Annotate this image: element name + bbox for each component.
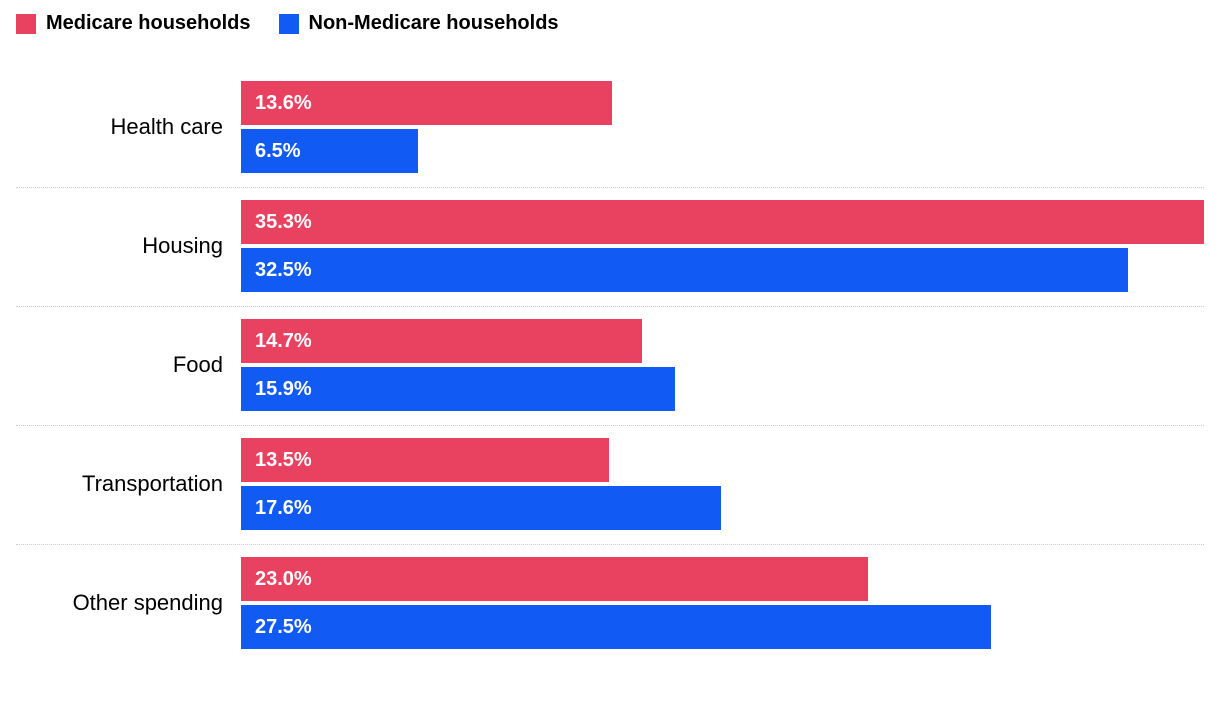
bar-value-label: 27.5% bbox=[255, 616, 312, 639]
bar-non_medicare: 15.9% bbox=[241, 367, 675, 411]
category-label: Transportation bbox=[16, 471, 241, 497]
bar-value-label: 35.3% bbox=[255, 211, 312, 234]
bar-non_medicare: 17.6% bbox=[241, 486, 721, 530]
bar-medicare: 13.5% bbox=[241, 438, 609, 482]
bar-value-label: 6.5% bbox=[255, 140, 301, 163]
spending-bar-chart: Health care 13.6% 6.5% Housing 35.3% 32.5% Foo… bbox=[16, 63, 1204, 663]
category-label: Housing bbox=[16, 233, 241, 259]
category-label: Food bbox=[16, 352, 241, 378]
category-group: Health care 13.6% 6.5% bbox=[16, 63, 1204, 188]
bars-column: 14.7% 15.9% bbox=[241, 319, 1204, 411]
bars-column: 13.5% 17.6% bbox=[241, 438, 1204, 530]
legend-item-medicare: Medicare households bbox=[16, 12, 251, 35]
bars-column: 13.6% 6.5% bbox=[241, 81, 1204, 173]
bar-value-label: 17.6% bbox=[255, 497, 312, 520]
legend-swatch-non-medicare bbox=[279, 14, 299, 34]
category-label: Health care bbox=[16, 114, 241, 140]
category-group: Food 14.7% 15.9% bbox=[16, 307, 1204, 426]
bar-medicare: 23.0% bbox=[241, 557, 868, 601]
bar-value-label: 13.5% bbox=[255, 449, 312, 472]
bar-medicare: 14.7% bbox=[241, 319, 642, 363]
bar-medicare: 13.6% bbox=[241, 81, 612, 125]
bar-value-label: 23.0% bbox=[255, 568, 312, 591]
legend-item-non-medicare: Non-Medicare households bbox=[279, 12, 559, 35]
category-group: Housing 35.3% 32.5% bbox=[16, 188, 1204, 307]
chart-legend: Medicare households Non-Medicare househo… bbox=[16, 12, 1204, 35]
bar-value-label: 32.5% bbox=[255, 259, 312, 282]
legend-label-non-medicare: Non-Medicare households bbox=[309, 12, 559, 35]
bar-medicare: 35.3% bbox=[241, 200, 1204, 244]
category-label: Other spending bbox=[16, 590, 241, 616]
bar-non_medicare: 32.5% bbox=[241, 248, 1128, 292]
bar-non_medicare: 27.5% bbox=[241, 605, 991, 649]
category-group: Other spending 23.0% 27.5% bbox=[16, 545, 1204, 663]
bars-column: 23.0% 27.5% bbox=[241, 557, 1204, 649]
bars-column: 35.3% 32.5% bbox=[241, 200, 1204, 292]
legend-label-medicare: Medicare households bbox=[46, 12, 251, 35]
legend-swatch-medicare bbox=[16, 14, 36, 34]
category-group: Transportation 13.5% 17.6% bbox=[16, 426, 1204, 545]
bar-value-label: 15.9% bbox=[255, 378, 312, 401]
bar-value-label: 13.6% bbox=[255, 92, 312, 115]
bar-non_medicare: 6.5% bbox=[241, 129, 418, 173]
bar-value-label: 14.7% bbox=[255, 330, 312, 353]
